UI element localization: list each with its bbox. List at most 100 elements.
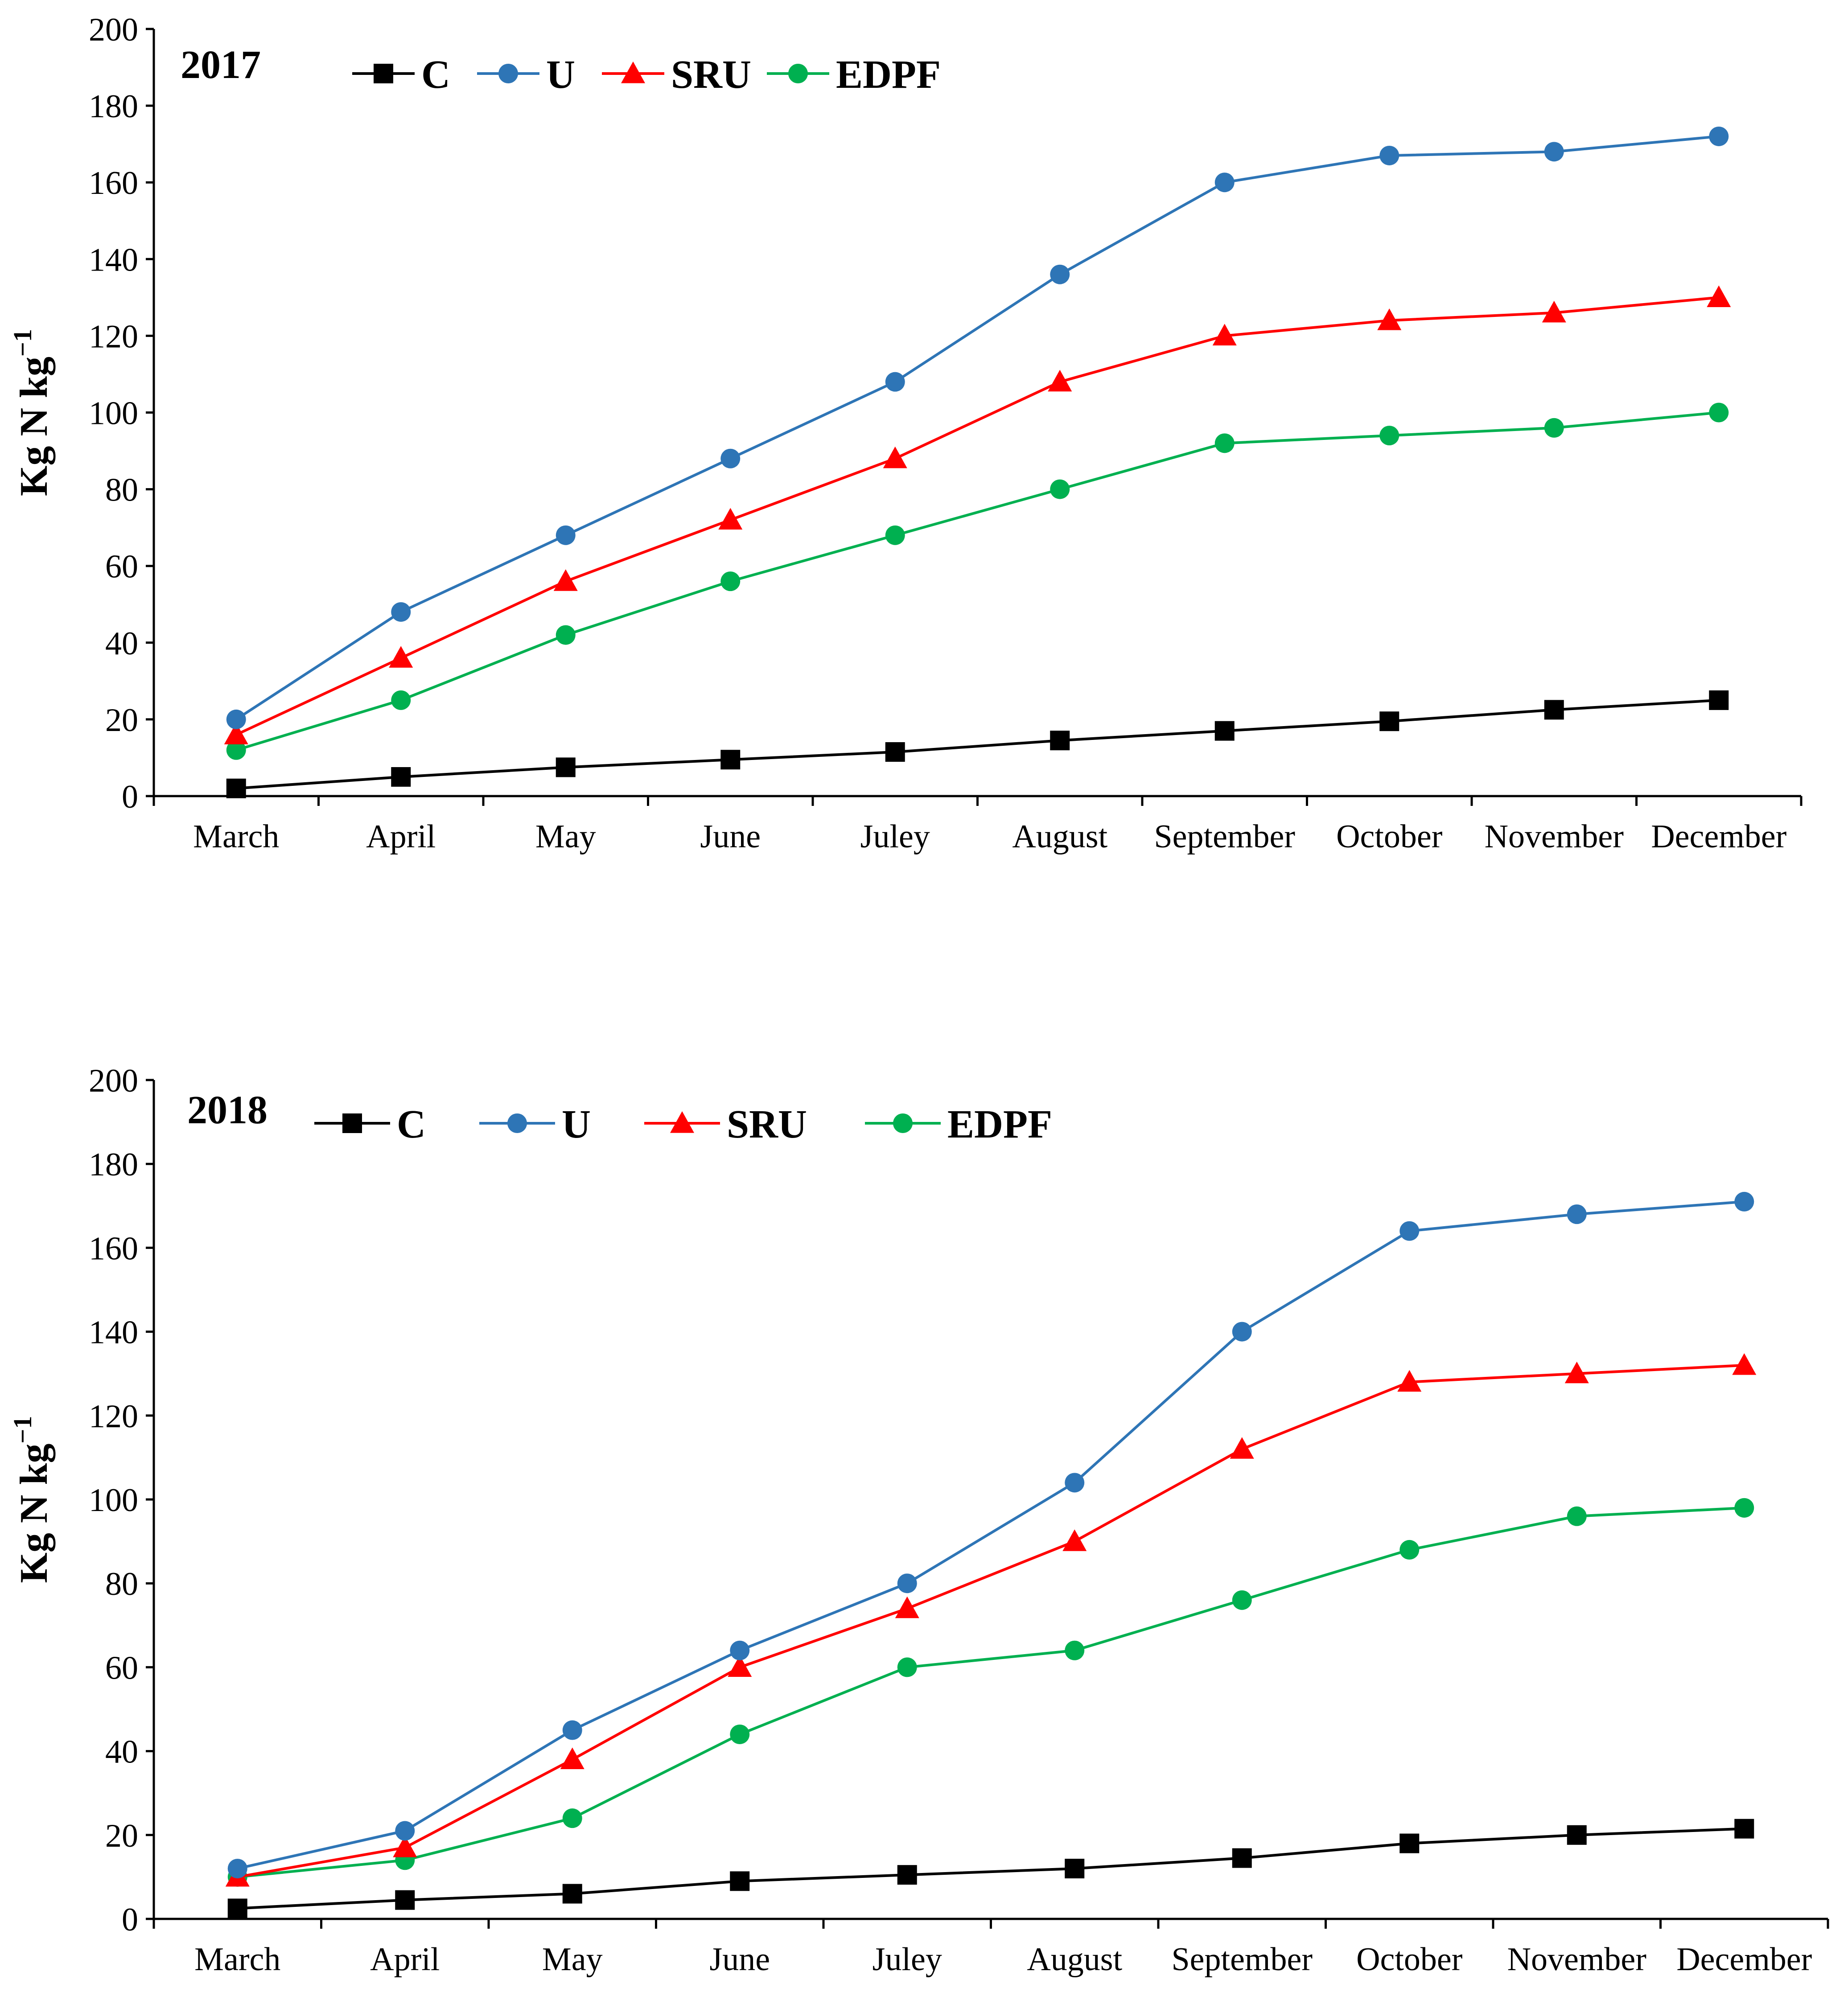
y-tick-label: 20 <box>105 1818 138 1854</box>
x-tick-label: June <box>709 1941 770 1978</box>
legend-item-c: C <box>352 53 450 97</box>
x-tick-label: December <box>1676 1941 1812 1978</box>
chart-2018: 0 20 40 60 80 100 120 140 160 180 200 March April May… <box>8 1063 1829 1978</box>
legend-marker <box>670 1111 694 1133</box>
y-tick-label: 40 <box>105 1734 138 1770</box>
y-tick-label: 120 <box>89 318 138 355</box>
data-point-u <box>562 1720 582 1740</box>
x-tick-label: October <box>1336 818 1442 855</box>
y-axis-label-superscript: −1 <box>8 329 37 357</box>
x-tick-label: August <box>1027 1941 1122 1978</box>
data-point-edpf <box>1214 433 1235 453</box>
y-tick-label: 80 <box>105 472 138 509</box>
y-tick-label: 0 <box>122 779 138 815</box>
legend-item-u: U <box>477 53 575 97</box>
x-tick-label: March <box>194 1941 280 1978</box>
legend-label: SRU <box>671 53 751 97</box>
data-point-edpf <box>391 690 411 710</box>
data-point-edpf <box>885 525 905 545</box>
data-point-edpf <box>226 740 246 760</box>
x-tick-label: May <box>535 818 596 855</box>
data-point-u <box>730 1640 750 1660</box>
data-point-u <box>227 1859 247 1879</box>
series-edpf <box>226 403 1729 760</box>
data-point-sru <box>1230 1437 1254 1459</box>
x-tick-label: May <box>542 1941 603 1978</box>
data-point-u <box>885 372 905 392</box>
data-point-edpf <box>1232 1590 1252 1610</box>
series-line-edpf <box>235 411 1719 752</box>
series-line-c <box>236 698 1719 790</box>
y-tick-label: 40 <box>105 625 138 662</box>
data-point-edpf <box>897 1657 917 1677</box>
data-point-c <box>1050 731 1070 751</box>
x-tick-label: August <box>1012 818 1107 855</box>
data-point-edpf <box>1544 418 1564 438</box>
data-point-sru <box>389 646 413 668</box>
legend-marker <box>788 64 808 83</box>
x-tick-label: October <box>1356 1941 1462 1978</box>
data-point-u <box>226 709 246 729</box>
data-point-sru <box>1542 300 1566 323</box>
legend-marker <box>342 1113 362 1133</box>
y-tick-label: 20 <box>105 702 138 739</box>
data-point-u <box>1567 1204 1587 1224</box>
data-point-c <box>885 742 905 762</box>
data-point-c <box>1734 1819 1754 1839</box>
data-point-sru <box>1707 285 1731 307</box>
data-point-sru <box>1397 1370 1422 1392</box>
series-c <box>226 690 1729 798</box>
legend-item-edpf: EDPF <box>865 1102 1052 1146</box>
legend-item-edpf: EDPF <box>767 53 941 97</box>
x-tick-label: November <box>1507 1941 1646 1978</box>
data-point-u <box>1734 1191 1754 1212</box>
y-tick-label: 140 <box>89 242 138 278</box>
y-axis-label-text: Kg N kg <box>12 1444 56 1583</box>
y-tick-label: 200 <box>89 12 138 48</box>
data-point-edpf <box>1379 426 1399 446</box>
data-point-u <box>1399 1221 1420 1241</box>
legend-item-c: C <box>314 1102 426 1146</box>
series-line-edpf <box>237 1506 1745 1878</box>
y-tick-label: 180 <box>89 88 138 125</box>
chart-title: 2018 <box>187 1088 268 1132</box>
series-c <box>227 1819 1754 1918</box>
data-point-sru <box>553 569 578 591</box>
series-line-c <box>237 1827 1745 1910</box>
data-point-c <box>391 767 411 787</box>
y-axis-label-text: Kg N kg <box>12 357 56 496</box>
y-axis-label-superscript: −1 <box>8 1416 37 1443</box>
data-point-c <box>226 778 246 798</box>
y-tick-label: 200 <box>89 1063 138 1099</box>
x-tick-label: September <box>1154 818 1295 855</box>
y-tick-label: 160 <box>89 165 138 201</box>
data-point-sru <box>1377 308 1402 330</box>
y-tick-label: 60 <box>105 549 138 585</box>
x-tick-label: Juley <box>860 818 930 855</box>
data-point-u <box>720 448 741 468</box>
x-tick-label: December <box>1651 818 1786 855</box>
data-point-u <box>391 602 411 622</box>
data-point-c <box>1399 1833 1420 1853</box>
y-axis-label: Kg N kg−1 <box>8 329 56 496</box>
legend-item-sru: SRU <box>644 1102 807 1146</box>
x-tick-label: April <box>366 818 436 855</box>
data-point-edpf <box>556 625 576 645</box>
y-axis-label: Kg N kg−1 <box>8 1416 56 1583</box>
data-point-c <box>395 1890 415 1910</box>
data-point-u <box>1544 142 1564 162</box>
series-u <box>227 1191 1754 1879</box>
data-point-edpf <box>1399 1540 1420 1560</box>
series-line-u <box>235 135 1719 721</box>
data-point-edpf <box>730 1724 750 1744</box>
data-point-u <box>556 525 576 545</box>
y-tick-label: 120 <box>89 1398 138 1435</box>
data-point-c <box>562 1884 582 1904</box>
y-tick-label: 160 <box>89 1230 138 1267</box>
y-tick-label: 100 <box>89 1482 138 1519</box>
data-point-sru <box>1048 370 1072 392</box>
data-point-c <box>1214 721 1235 741</box>
x-tick-label: April <box>370 1941 440 1978</box>
x-tick-label: March <box>193 818 279 855</box>
